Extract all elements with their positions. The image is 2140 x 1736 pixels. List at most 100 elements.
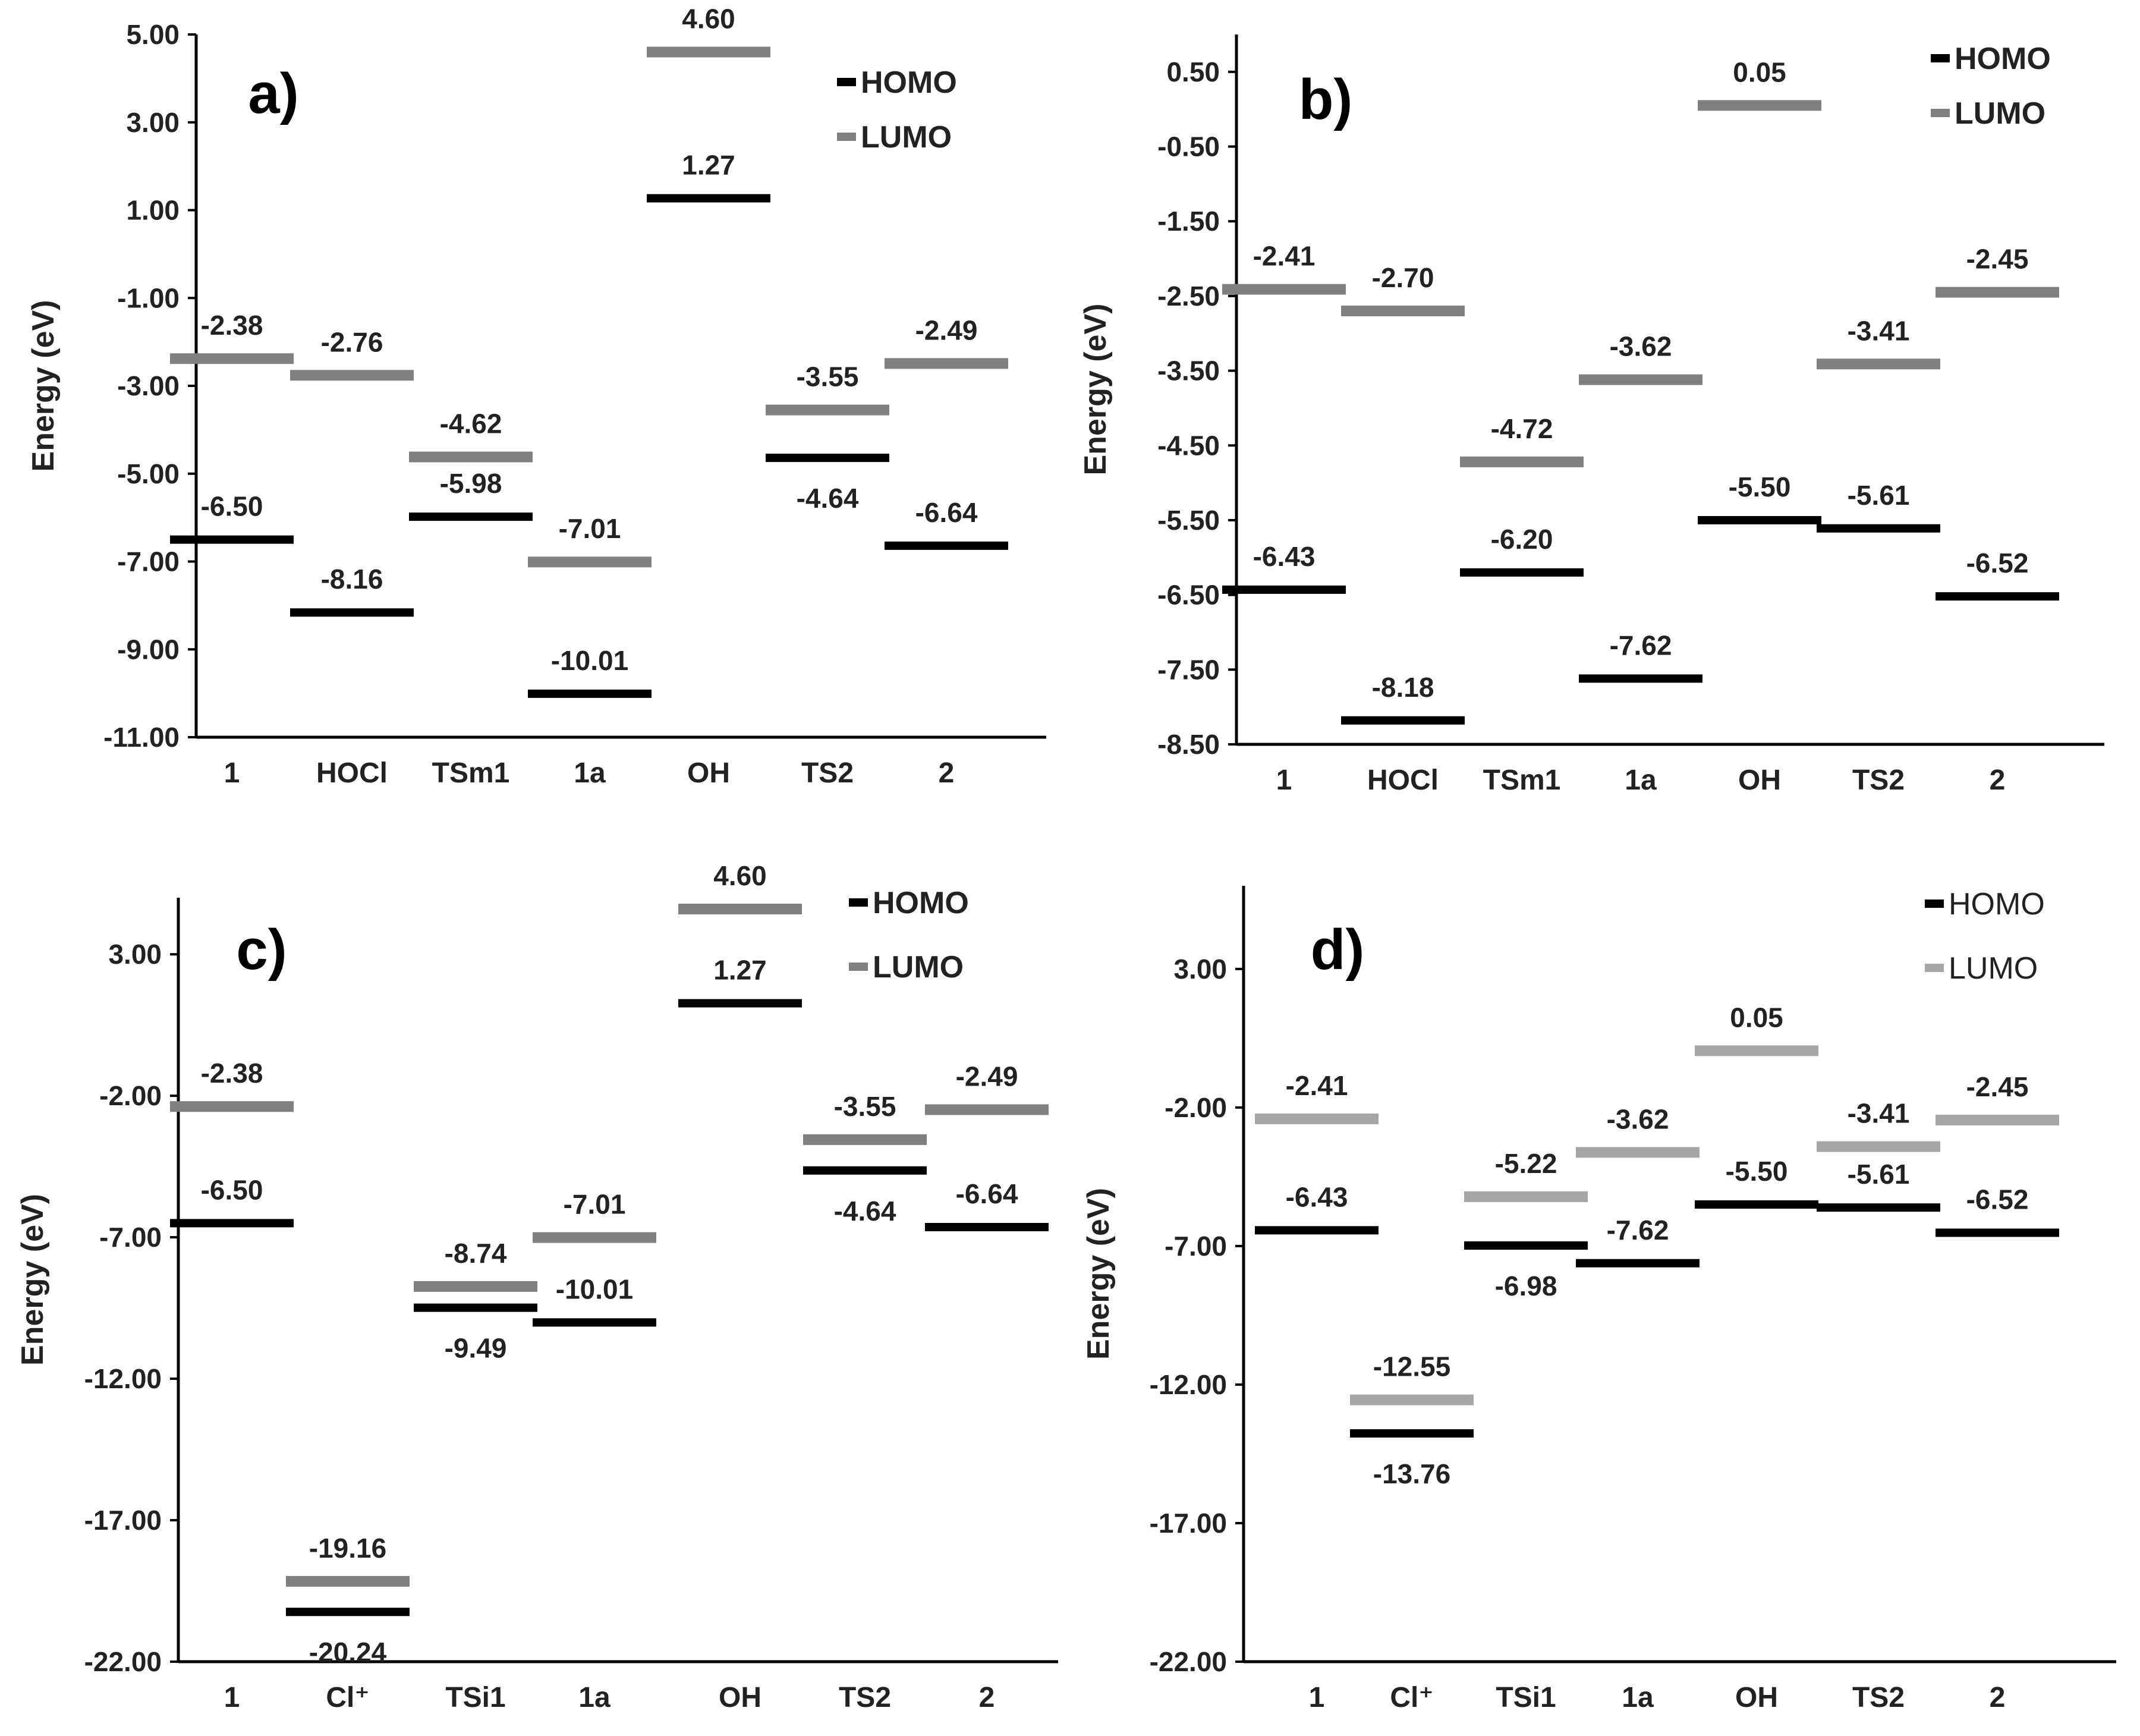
- legend-label-lumo: LUMO: [873, 950, 964, 985]
- homo-value-label: -7.62: [1610, 630, 1672, 661]
- x-category-label: 1: [224, 1682, 240, 1713]
- legend-label-lumo: LUMO: [1955, 96, 2045, 131]
- y-tick-label: -2.50: [1157, 281, 1220, 312]
- x-category-label: 2: [1990, 765, 2006, 796]
- panel-label: c): [236, 918, 287, 982]
- homo-value-label: -5.98: [440, 468, 502, 499]
- lumo-value-label: 0.05: [1730, 1002, 1783, 1033]
- homo-value-label: -4.64: [797, 483, 859, 514]
- x-category-label: TSi1: [1496, 1682, 1556, 1713]
- legend-label-lumo: LUMO: [861, 120, 952, 155]
- y-tick-label: -6.50: [1157, 580, 1220, 611]
- x-category-label: HOCl: [1367, 765, 1439, 796]
- x-category-label: TS2: [801, 757, 854, 789]
- lumo-value-label: -2.41: [1286, 1070, 1348, 1101]
- x-category-label: TSi1: [445, 1682, 505, 1713]
- legend-label-homo: HOMO: [873, 886, 969, 920]
- x-category-label: 1a: [1625, 765, 1657, 796]
- homo-value-label: -5.61: [1848, 1159, 1910, 1190]
- x-category-label: HOCl: [316, 757, 388, 789]
- lumo-value-label: -8.74: [445, 1238, 507, 1269]
- lumo-value-label: -2.41: [1253, 241, 1316, 272]
- lumo-value-label: -2.45: [1966, 244, 2029, 275]
- lumo-value-label: -3.62: [1607, 1103, 1669, 1134]
- x-category-label: OH: [687, 757, 730, 789]
- y-tick-label: 5.00: [126, 19, 180, 50]
- lumo-value-label: -7.01: [564, 1189, 626, 1220]
- homo-value-label: -6.98: [1495, 1270, 1557, 1301]
- lumo-value-label: -3.55: [834, 1091, 896, 1122]
- x-category-label: TS2: [839, 1682, 891, 1713]
- lumo-value-label: 4.60: [682, 4, 735, 34]
- x-category-label: 1: [224, 757, 240, 789]
- chart-panel-b: 0.50 -0.50 -1.50 -2.50 -3.50 -4.50 -5.50 -6.50 -…: [1078, 34, 2104, 796]
- lumo-value-label: 4.60: [713, 860, 767, 891]
- lumo-value-label: -5.22: [1495, 1148, 1557, 1179]
- panel-label: d): [1311, 918, 1365, 982]
- legend-label-homo: HOMO: [861, 65, 957, 100]
- homo-value-label: -8.16: [321, 564, 383, 595]
- lumo-value-label: -3.55: [797, 361, 859, 392]
- lumo-value-label: -4.72: [1491, 413, 1553, 444]
- legend-label-homo: HOMO: [1949, 887, 2045, 922]
- x-category-label: Cl⁺: [1390, 1682, 1433, 1713]
- homo-value-label: -6.43: [1253, 541, 1316, 572]
- homo-value-label: -20.24: [309, 1637, 387, 1668]
- x-category-label: 1a: [1622, 1682, 1654, 1713]
- y-tick-label: -2.00: [1165, 1092, 1227, 1123]
- y-tick-label: -22.00: [84, 1646, 162, 1677]
- y-tick-label: 3.00: [126, 107, 180, 138]
- lumo-value-label: -7.01: [559, 513, 621, 544]
- y-tick-label: -7.00: [99, 1222, 162, 1253]
- y-tick-label: -12.00: [1150, 1369, 1227, 1400]
- homo-value-label: -10.01: [551, 645, 628, 676]
- homo-value-label: -5.50: [1726, 1156, 1788, 1187]
- y-tick-label: -7.00: [117, 546, 180, 577]
- homo-value-label: -6.52: [1966, 548, 2029, 578]
- x-category-label: OH: [1738, 765, 1781, 796]
- homo-value-label: -6.52: [1966, 1184, 2029, 1215]
- lumo-value-label: -3.41: [1848, 315, 1910, 346]
- lumo-value-label: -3.41: [1848, 1098, 1910, 1129]
- x-category-label: 1: [1309, 1682, 1325, 1713]
- y-axis-title: Energy (eV): [26, 300, 61, 472]
- homo-value-label: -13.76: [1373, 1458, 1450, 1489]
- lumo-value-label: -12.55: [1373, 1351, 1450, 1382]
- y-tick-label: 3.00: [1173, 954, 1227, 985]
- y-tick-label: -4.50: [1157, 430, 1220, 461]
- y-tick-label: -17.00: [1150, 1508, 1227, 1539]
- y-tick-label: -0.50: [1157, 131, 1220, 162]
- y-tick-label: -22.00: [1150, 1646, 1227, 1677]
- x-category-label: Cl⁺: [326, 1682, 369, 1713]
- y-tick-label: 1.00: [126, 195, 180, 226]
- x-category-label: TSm1: [432, 757, 510, 789]
- x-category-label: OH: [719, 1682, 761, 1713]
- x-category-label: 2: [979, 1682, 995, 1713]
- y-tick-label: -1.00: [117, 282, 180, 313]
- y-tick-label: -12.00: [84, 1363, 162, 1394]
- x-category-label: 1a: [578, 1682, 610, 1713]
- homo-value-label: 1.27: [713, 955, 767, 986]
- panel-label: a): [248, 62, 298, 125]
- x-category-label: 1a: [574, 757, 606, 789]
- x-category-label: TS2: [1852, 765, 1905, 796]
- homo-value-label: 1.27: [682, 150, 735, 181]
- homo-value-label: -5.61: [1848, 480, 1910, 511]
- y-tick-label: -7.50: [1157, 654, 1220, 685]
- homo-value-label: -6.20: [1491, 524, 1553, 555]
- lumo-value-label: -2.70: [1372, 262, 1434, 293]
- x-category-label: TS2: [1852, 1682, 1905, 1713]
- y-tick-label: -3.00: [117, 370, 180, 401]
- y-tick-label: 3.00: [108, 939, 162, 970]
- lumo-value-label: -2.49: [956, 1061, 1018, 1092]
- homo-value-label: -5.50: [1729, 471, 1791, 502]
- y-axis-title: Energy (eV): [1078, 304, 1113, 476]
- chart-panel-a: 5.00 3.00 1.00 -1.00 -3.00 -5.00 -7.00 -9.00 -11…: [26, 4, 1046, 789]
- lumo-value-label: 0.05: [1733, 56, 1786, 87]
- legend-label-homo: HOMO: [1955, 42, 2051, 76]
- y-tick-label: -11.00: [103, 722, 180, 753]
- homo-value-label: -6.50: [201, 1174, 263, 1205]
- lumo-value-label: -3.62: [1610, 331, 1672, 362]
- homo-value-label: -10.01: [556, 1273, 633, 1304]
- panel-label: b): [1299, 68, 1353, 131]
